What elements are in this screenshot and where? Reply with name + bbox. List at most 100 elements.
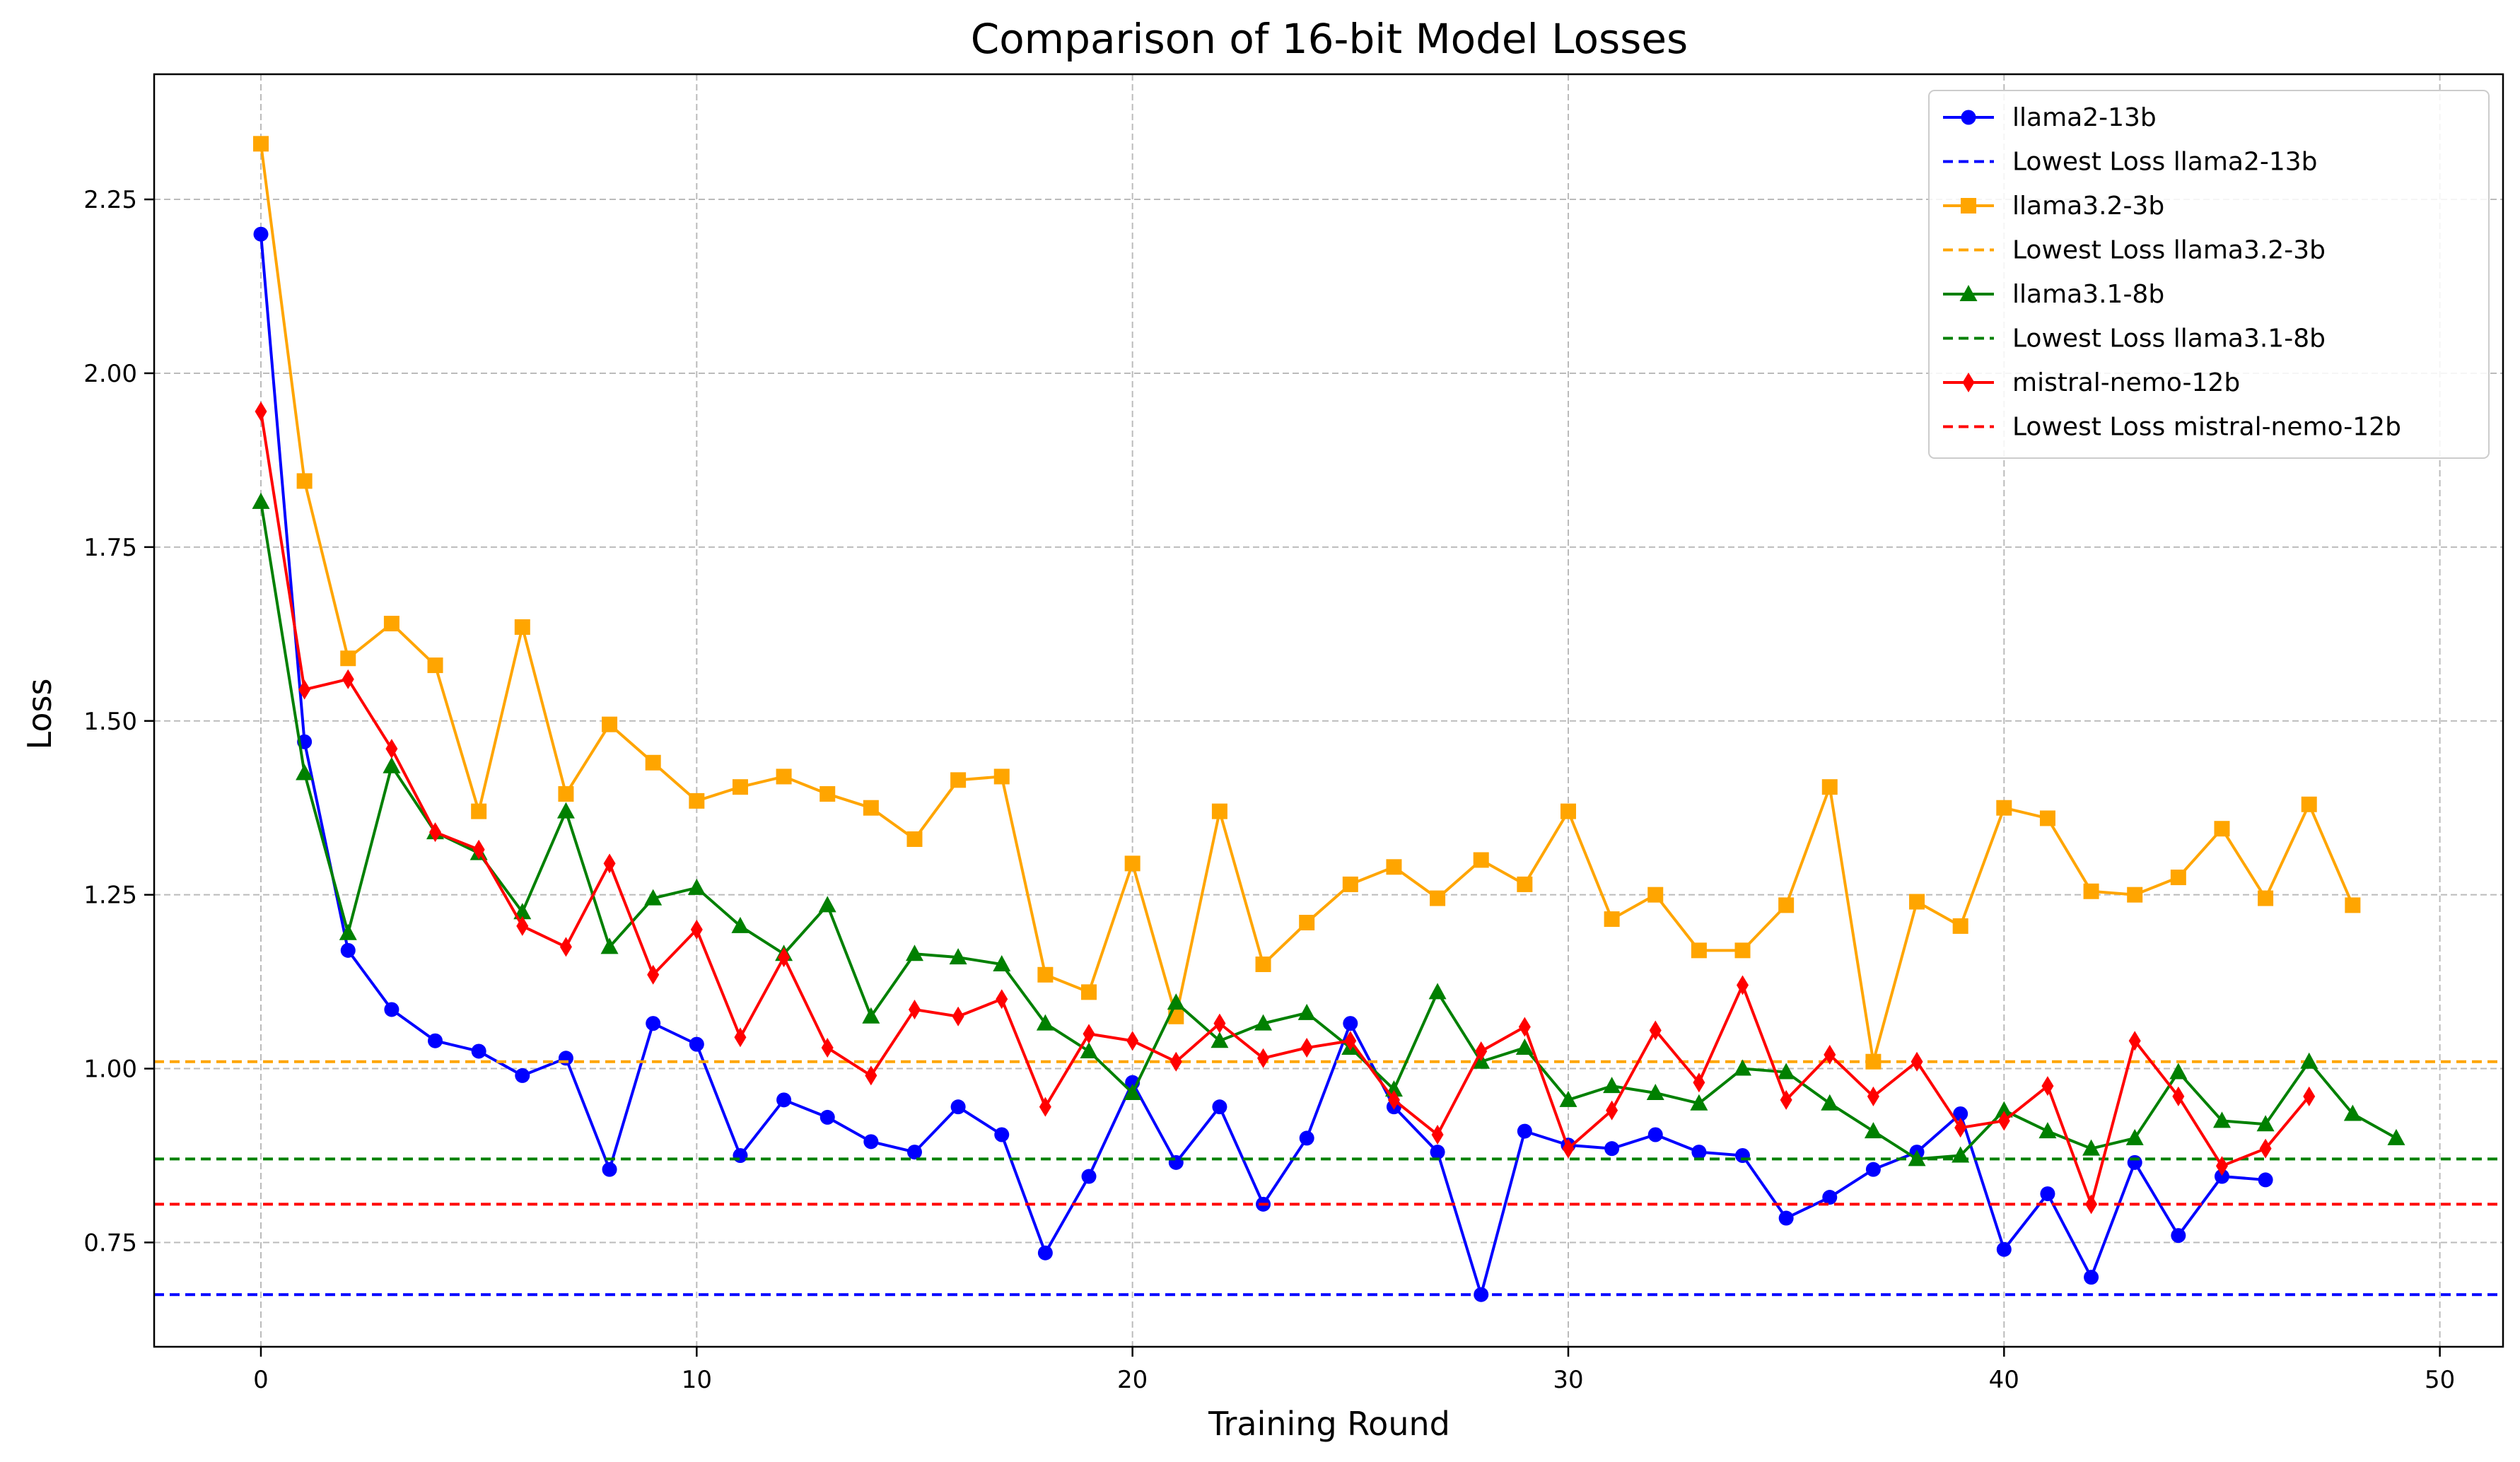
data-point-llama3-2-3b [1081,984,1097,1000]
data-point-mistral-nemo-12b [647,964,660,985]
data-point-mistral-nemo-12b [1649,1020,1662,1041]
data-point-mistral-nemo-12b [2128,1031,2141,1051]
data-point-llama2-13b [1168,1154,1184,1170]
axes: 0 10 20 30 40 50 0.75 1.00 1.25 1.50 1.75 2.00 2.25 [83,186,2455,1394]
data-point-mistral-nemo-12b [1997,1111,2010,1131]
data-point-llama3-2-3b [2127,887,2143,903]
data-point-llama3-1-8b [1690,1094,1708,1111]
data-point-llama2-13b [471,1043,486,1059]
data-point-llama3-1-8b [2387,1128,2405,1145]
data-point-llama3-1-8b [905,945,923,961]
x-tick-label: 20 [1117,1366,1148,1394]
data-point-llama3-2-3b [1560,803,1576,819]
legend-marker-llama3-2-3b [1961,198,1976,214]
data-point-llama3-2-3b [2039,810,2055,826]
data-point-llama3-2-3b [1473,852,1489,868]
data-point-mistral-nemo-12b [2041,1076,2054,1096]
data-point-llama2-13b [1430,1145,1445,1160]
data-point-mistral-nemo-12b [1737,975,1749,995]
data-point-llama3-1-8b [383,756,401,773]
data-point-llama3-1-8b [339,923,357,940]
data-point-llama3-2-3b [1342,876,1358,892]
data-point-llama3-2-3b [558,786,574,802]
data-point-mistral-nemo-12b [429,822,442,843]
data-point-llama3-2-3b [471,803,487,819]
data-point-llama3-1-8b [1124,1083,1142,1100]
data-point-llama3-1-8b [1515,1039,1534,1055]
data-point-llama3-2-3b [2083,883,2099,899]
legend-box [1928,90,2490,459]
data-point-llama3-1-8b [2212,1111,2231,1128]
data-point-llama3-2-3b [2345,897,2361,913]
data-point-mistral-nemo-12b [2215,1156,2228,1176]
data-point-llama2-13b [1037,1245,1053,1261]
y-tick-label: 1.00 [83,1055,137,1084]
data-point-llama3-2-3b [1037,966,1054,983]
data-point-mistral-nemo-12b [1431,1125,1444,1145]
data-point-llama2-13b [1299,1130,1314,1146]
legend-label-llama3-2-3b: llama3.2-3b [2012,192,2164,221]
data-point-llama3-2-3b [1255,957,1271,973]
data-point-llama2-13b [950,1099,966,1115]
data-point-llama2-13b [1865,1162,1881,1177]
data-point-mistral-nemo-12b [342,669,354,689]
data-point-llama2-13b [1822,1190,1838,1205]
y-tick-label: 1.50 [83,708,137,736]
data-point-llama3-2-3b [993,768,1010,785]
data-point-mistral-nemo-12b [1387,1089,1400,1110]
data-point-llama3-2-3b [645,754,661,771]
data-point-llama2-13b [515,1068,530,1083]
x-tick-label: 0 [253,1366,269,1394]
x-axis-label: Training Round [1208,1405,1450,1443]
data-point-llama3-2-3b [514,619,530,635]
data-point-mistral-nemo-12b [1518,1017,1531,1037]
data-point-llama2-13b [819,1109,835,1125]
data-point-llama3-1-8b [818,896,836,913]
data-point-llama3-1-8b [993,955,1011,972]
data-point-llama3-2-3b [906,831,923,847]
data-point-llama3-2-3b [776,768,792,785]
data-point-llama3-1-8b [1254,1014,1273,1031]
data-point-llama2-13b [384,1002,399,1017]
legend-marker-mistral-nemo-12b [1962,373,1975,392]
data-point-mistral-nemo-12b [1562,1138,1575,1159]
data-point-llama2-13b [1647,1127,1663,1142]
data-point-mistral-nemo-12b [472,839,485,860]
data-point-llama3-2-3b [1299,915,1315,930]
data-point-mistral-nemo-12b [1693,1072,1705,1093]
data-point-llama3-1-8b [1428,983,1447,1000]
data-point-llama3-1-8b [2343,1104,2362,1121]
data-point-llama2-13b [253,226,269,242]
data-point-llama3-1-8b [600,937,619,954]
data-point-llama2-13b [776,1092,792,1108]
data-point-llama3-2-3b [1124,855,1141,872]
data-point-mistral-nemo-12b [734,1027,747,1048]
data-point-llama2-13b [733,1148,748,1164]
data-point-llama3-2-3b [1734,942,1751,959]
data-point-llama2-13b [863,1134,879,1150]
x-tick-label: 40 [1989,1366,2019,1394]
legend: llama2-13b Lowest Loss llama2-13b llama3.2… [1928,90,2490,459]
data-point-llama2-13b [2127,1154,2142,1170]
legend-label-lowest-loss-mistral-nemo-12b: Lowest Loss mistral-nemo-12b [2012,413,2401,442]
data-point-llama3-1-8b [2125,1128,2144,1145]
data-point-llama3-1-8b [1777,1063,1795,1080]
y-axis-label: Loss [21,679,59,750]
data-point-llama3-1-8b [2038,1122,2057,1139]
data-point-mistral-nemo-12b [255,402,267,422]
y-tick-label: 0.75 [83,1229,137,1257]
data-point-llama2-13b [2040,1186,2055,1202]
data-point-llama3-2-3b [1430,890,1446,906]
data-point-mistral-nemo-12b [996,989,1008,1010]
data-point-llama3-1-8b [1603,1077,1621,1094]
data-point-llama2-13b [2171,1228,2186,1244]
series-line-llama3-1-8b [259,501,2397,1161]
data-point-llama3-1-8b [513,903,532,920]
data-point-llama2-13b [1517,1123,1532,1139]
data-point-llama3-2-3b [1604,911,1620,928]
data-point-llama3-1-8b [687,878,706,895]
data-point-llama3-2-3b [819,786,836,802]
data-point-llama3-2-3b [1952,918,1968,934]
data-point-llama3-2-3b [2214,821,2230,837]
data-point-llama3-1-8b [2169,1063,2188,1080]
